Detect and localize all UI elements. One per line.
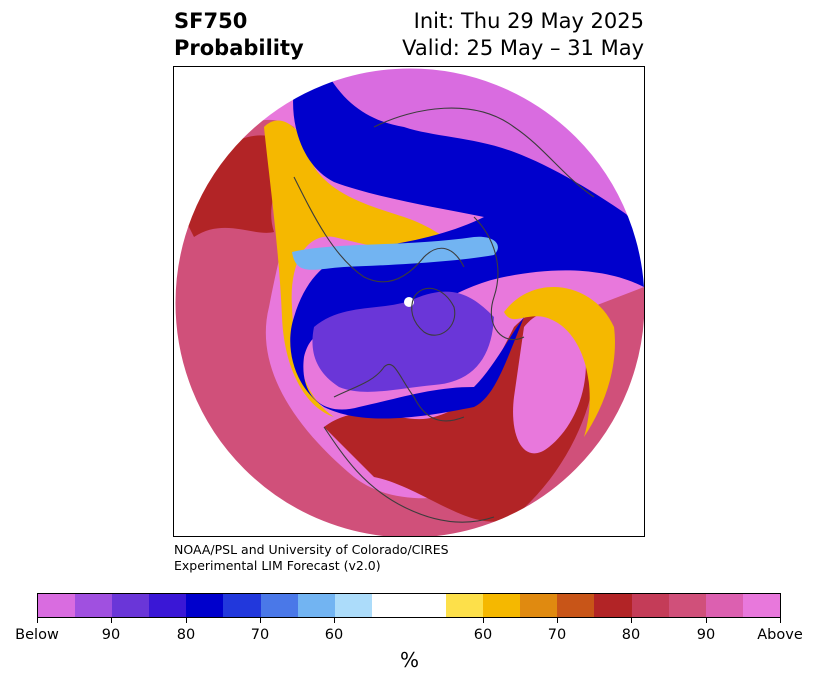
field-above-low-east [504,286,615,437]
colorbar-bin [408,594,447,617]
colorbar-tick-mark [780,618,781,623]
colorbar-tick-label: 90 [696,627,716,643]
valid-range: Valid: 25 May – 31 May [402,36,644,60]
colorbar-bin [520,594,558,617]
field-above-low-north [264,120,464,417]
colorbar-tick-mark [483,618,484,623]
colorbar-tick-label: 60 [324,627,344,643]
probability-field [175,68,644,536]
colorbar-bin [334,594,372,617]
colorbar-tick-mark [186,618,187,623]
colorbar-bin [260,594,298,617]
field-above-high-west [175,119,644,536]
coastline-greenland [411,287,456,336]
colorbar-tick-mark [111,618,112,623]
colorbar-unit: % [399,648,419,672]
figure-title-right: Init: Thu 29 May 2025 Valid: 25 May – 31… [402,8,644,62]
colorbar-bin [705,594,743,617]
colorbar-bin [594,594,632,617]
colorbar-tick-mark [631,618,632,623]
colorbar-bin [75,594,113,617]
polar-map [173,66,645,537]
colorbar-bin [557,594,595,617]
map-disc-outline [174,67,644,536]
colorbar-ticks: Below 90 80 70 60 60 70 80 90 Above [15,618,803,658]
coastlines [293,107,595,523]
colorbar-bin [446,594,484,617]
colorbar-tick-mark [557,618,558,623]
colorbar-tick-label: 90 [101,627,121,643]
field-above-mid-west [175,135,284,237]
colorbar-tick-label: 80 [176,627,196,643]
colorbar-bin [38,594,76,617]
coastline-north-america [293,176,495,523]
colorbar-bin [742,594,780,617]
colorbar-tick-mark [37,618,38,623]
colorbar-bin [631,594,669,617]
credit-text: NOAA/PSL and University of Colorado/CIRE… [174,542,449,574]
colorbar-bin [483,594,521,617]
colorbar-bin [112,594,150,617]
variable-name: SF750 [174,9,248,33]
colorbar-tick-mark [334,618,335,623]
colorbar-tick-label: 80 [621,627,641,643]
colorbar-bin [371,594,409,617]
field-below-low-edge [292,236,498,270]
probability-field-map [174,67,644,536]
colorbar-tick-label: Below [15,627,59,643]
colorbar-tick-mark [260,618,261,623]
colorbar-tick-label: Above [757,627,803,643]
colorbar-tick-label: 70 [547,627,567,643]
field-above-max-east [513,311,586,454]
init-date: Init: Thu 29 May 2025 [413,9,644,33]
colorbar-bin [223,594,261,617]
field-below-high-core [312,291,494,392]
colorbar-bin [149,594,187,617]
colorbar-bin [297,594,335,617]
colorbar-tick-label: 60 [473,627,493,643]
credit-line-2: Experimental LIM Forecast (v2.0) [174,558,381,573]
colorbar-tick-mark [706,618,707,623]
variable-type: Probability [174,36,304,60]
coastline-eurasia [373,107,595,341]
colorbar-bin [668,594,706,617]
colorbar-tick-label: 70 [250,627,270,643]
figure-title-left: SF750 Probability [174,8,304,62]
credit-line-1: NOAA/PSL and University of Colorado/CIRE… [174,542,449,557]
colorbar-bin [186,594,224,617]
colorbar [37,593,781,618]
